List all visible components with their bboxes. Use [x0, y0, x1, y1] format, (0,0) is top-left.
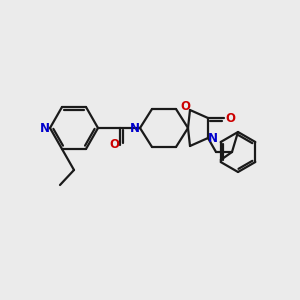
Text: O: O	[180, 100, 190, 112]
Text: N: N	[130, 122, 140, 134]
Text: O: O	[225, 112, 235, 124]
Text: N: N	[40, 122, 50, 134]
Text: O: O	[109, 139, 119, 152]
Text: N: N	[208, 133, 218, 146]
